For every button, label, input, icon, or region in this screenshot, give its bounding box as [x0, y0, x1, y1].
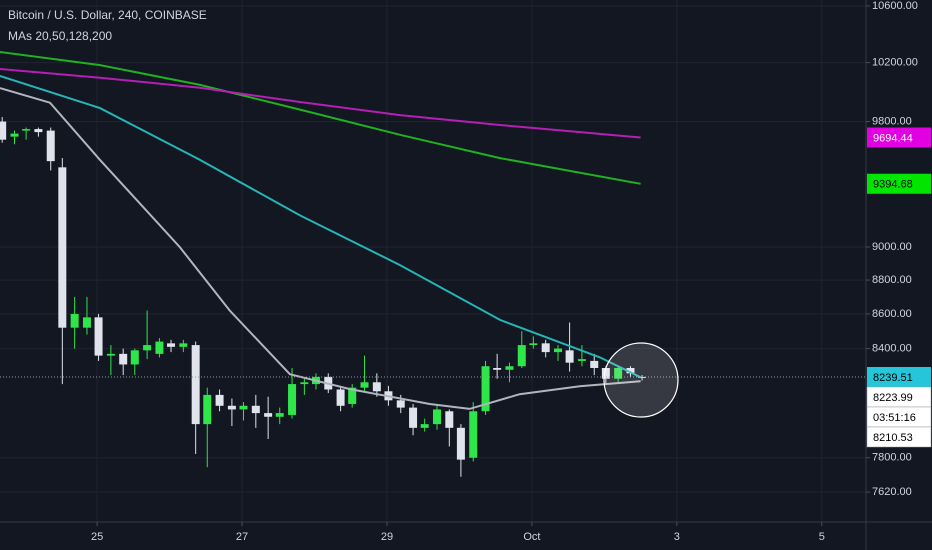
y-tick-label: 8800.00 — [872, 274, 912, 286]
candle-body — [445, 411, 454, 428]
candle-body — [577, 359, 586, 361]
price-tag-label: 8210.53 — [873, 432, 913, 444]
candle-body — [167, 343, 176, 347]
candle-body — [626, 368, 635, 374]
price-tag-label: 8239.51 — [873, 372, 913, 384]
candle-body — [275, 413, 284, 417]
x-tick-label: 29 — [381, 531, 393, 543]
candle-body — [554, 348, 563, 353]
y-tick-label: 8400.00 — [872, 342, 912, 354]
candle-body — [505, 366, 514, 370]
candle-body — [130, 350, 139, 365]
candle-body — [432, 409, 441, 425]
candle-body — [288, 384, 297, 415]
candle-body — [10, 133, 19, 137]
price-tag-label: 9694.44 — [873, 132, 913, 144]
candle-body — [191, 345, 200, 425]
candle-body — [456, 427, 465, 460]
candle-body — [264, 413, 273, 417]
candle-body — [541, 343, 550, 353]
candle-body — [529, 343, 538, 346]
candle-body — [251, 405, 260, 414]
candle-body — [590, 360, 599, 369]
candle-body — [94, 317, 103, 356]
plot — [0, 51, 866, 477]
candle-body — [215, 394, 224, 406]
candle-body — [565, 350, 574, 363]
candle-body — [227, 405, 236, 410]
candle-body — [614, 368, 623, 379]
price-tag-label: 03:51:16 — [873, 412, 916, 424]
candle-body — [601, 368, 610, 379]
y-tick-label: 7620.00 — [872, 486, 912, 498]
highlight-circle — [603, 342, 679, 418]
price-tag-label: 9394.68 — [873, 179, 913, 191]
candle-body — [396, 400, 405, 408]
candle-body — [82, 317, 91, 328]
candle-body — [70, 313, 79, 328]
candle-body — [336, 389, 345, 406]
grid — [0, 0, 866, 522]
candle-body — [203, 394, 212, 425]
price-tag — [866, 426, 932, 448]
price-tag — [867, 173, 931, 194]
y-tick-label: 10200.00 — [872, 57, 918, 69]
candle-body — [420, 424, 429, 428]
x-tick-label: 25 — [91, 531, 103, 543]
candle-body — [372, 382, 381, 392]
candle-body — [481, 366, 490, 412]
candle-body — [119, 353, 128, 365]
candle-body — [0, 121, 7, 140]
moving-average-line — [0, 51, 641, 185]
candle-body — [143, 345, 152, 351]
price-tag — [867, 366, 931, 387]
candle-body — [493, 368, 502, 370]
candle-body — [517, 345, 526, 367]
candle-body — [155, 341, 164, 354]
y-tick-label: 9800.00 — [872, 115, 912, 127]
indicator-legend: MAs 20,50,128,200 — [8, 29, 112, 43]
moving-average-line — [0, 87, 641, 410]
moving-average-line — [0, 75, 642, 379]
x-tick-label: 3 — [674, 531, 680, 543]
candle-body — [106, 353, 115, 356]
candle-body — [300, 382, 309, 385]
x-tick-label: Oct — [523, 531, 540, 543]
y-tick-label: 9000.00 — [872, 241, 912, 253]
candle-body — [179, 343, 188, 347]
candle-body — [409, 407, 418, 428]
y-tick-label: 7800.00 — [872, 452, 912, 464]
y-tick-label: 10600.00 — [872, 0, 918, 12]
x-tick-label: 5 — [819, 531, 825, 543]
moving-average-line — [0, 68, 641, 139]
candle-body — [22, 129, 31, 131]
candle-body — [34, 129, 43, 133]
candle-body — [469, 411, 478, 458]
candle-body — [46, 130, 55, 162]
symbol-title: Bitcoin / U.S. Dollar, 240, COINBASE — [8, 8, 207, 22]
x-tick-label: 27 — [236, 531, 248, 543]
candle-body — [239, 405, 248, 410]
y-tick-label: 8600.00 — [872, 308, 912, 320]
candle-body — [348, 387, 357, 404]
price-tag-label: 8223.99 — [873, 392, 913, 404]
candle-body — [360, 382, 369, 388]
axes: 10600.00 10200.00 9800.00 9000.00 8800.00 860… — [91, 0, 932, 543]
candle-body — [58, 167, 67, 328]
price-tag — [867, 127, 931, 148]
